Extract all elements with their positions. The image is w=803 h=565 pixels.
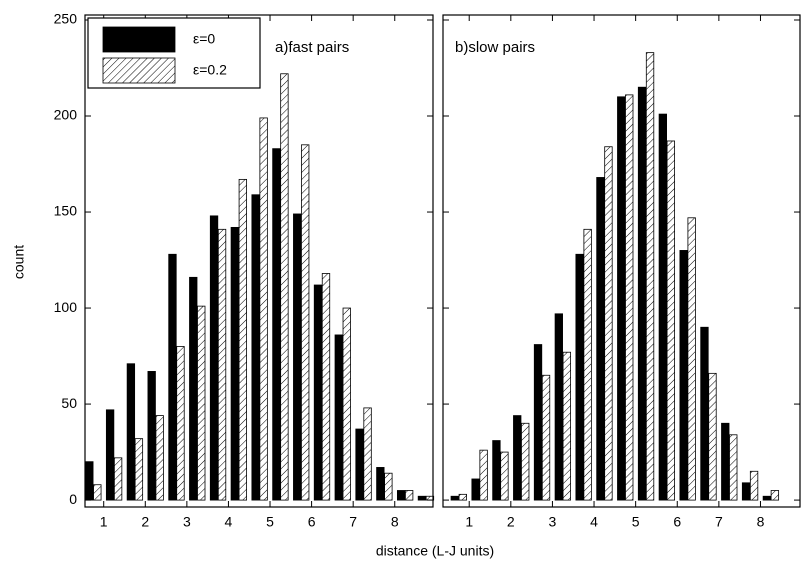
bar — [450, 495, 459, 501]
bar — [533, 344, 543, 501]
y-tick-label: 50 — [61, 395, 77, 411]
plot-frame — [84, 14, 434, 508]
bar — [363, 407, 372, 501]
y-tick-label: 150 — [54, 203, 78, 219]
bar — [355, 428, 364, 501]
x-tick-label: 3 — [183, 514, 191, 530]
bar — [321, 273, 331, 501]
bar — [541, 374, 551, 501]
bar — [189, 276, 198, 501]
bar — [334, 334, 343, 501]
bar — [666, 140, 676, 501]
bar — [126, 363, 136, 501]
bar — [554, 313, 563, 501]
x-tick-label: 2 — [141, 514, 149, 530]
x-tick-label: 5 — [632, 514, 640, 530]
legend-swatch — [102, 26, 176, 53]
x-tick-label: 6 — [308, 514, 316, 530]
legend-label: ε=0.2 — [193, 62, 227, 78]
y-axis-label: count — [11, 245, 27, 279]
bar — [479, 449, 488, 501]
bar — [770, 490, 780, 501]
panel-title: a)fast pairs — [275, 39, 349, 56]
bar — [417, 495, 427, 501]
y-tick-label: 250 — [54, 11, 78, 27]
bar — [134, 438, 144, 501]
bar — [155, 415, 164, 501]
x-tick-label: 7 — [349, 514, 357, 530]
bar — [617, 96, 626, 501]
bar — [105, 409, 115, 501]
bar — [230, 226, 239, 501]
bar — [259, 117, 268, 501]
bar — [176, 346, 185, 501]
bar — [637, 86, 647, 501]
bar — [113, 457, 123, 501]
x-tick-label: 3 — [549, 514, 557, 530]
bar — [272, 148, 281, 501]
bar — [604, 146, 613, 501]
bar — [513, 415, 522, 501]
x-tick-label: 4 — [590, 514, 598, 530]
bar — [471, 478, 480, 501]
bar — [251, 194, 260, 501]
bar — [293, 213, 302, 501]
bar — [342, 307, 351, 501]
bar — [492, 440, 501, 501]
bar — [85, 461, 94, 501]
x-tick-label: 8 — [391, 514, 399, 530]
bar — [458, 493, 467, 501]
y-tick-label: 0 — [69, 491, 77, 507]
bar — [721, 422, 730, 501]
panel-title: b)slow pairs — [455, 39, 535, 56]
y-tick-label: 200 — [54, 107, 78, 123]
x-tick-label: 1 — [100, 514, 108, 530]
bar — [658, 113, 668, 501]
bar — [404, 490, 414, 501]
bar — [562, 351, 571, 501]
bar — [749, 470, 759, 501]
bar — [521, 422, 530, 501]
bar — [376, 467, 385, 501]
bar — [687, 217, 696, 501]
bar — [168, 253, 177, 501]
bar — [625, 94, 634, 501]
bar — [596, 177, 605, 501]
bar — [645, 52, 655, 501]
bar — [209, 215, 219, 501]
x-axis-label: distance (L-J units) — [376, 543, 494, 559]
bar — [197, 305, 206, 501]
bar — [575, 253, 584, 501]
legend-swatch — [102, 57, 176, 84]
x-tick-label: 4 — [225, 514, 233, 530]
bar — [583, 228, 592, 501]
bar — [741, 482, 751, 501]
bar — [679, 250, 688, 501]
x-tick-label: 7 — [715, 514, 723, 530]
bar — [147, 371, 156, 501]
y-tick-label: 100 — [54, 299, 78, 315]
bar — [93, 484, 102, 501]
bar — [313, 284, 323, 501]
bar — [729, 434, 738, 501]
legend-label: ε=0 — [193, 31, 215, 47]
bar — [500, 451, 509, 501]
bar — [762, 495, 772, 501]
x-tick-label: 8 — [757, 514, 765, 530]
bar — [384, 472, 393, 501]
bar — [396, 490, 406, 501]
bar — [280, 73, 289, 501]
bar — [708, 372, 717, 501]
plot-frame — [442, 14, 801, 508]
bar — [700, 326, 709, 501]
bar — [301, 144, 310, 501]
x-tick-label: 6 — [673, 514, 681, 530]
x-tick-label: 1 — [465, 514, 473, 530]
x-tick-label: 2 — [507, 514, 515, 530]
x-tick-label: 5 — [266, 514, 274, 530]
bar — [238, 178, 247, 501]
bar — [217, 228, 227, 501]
